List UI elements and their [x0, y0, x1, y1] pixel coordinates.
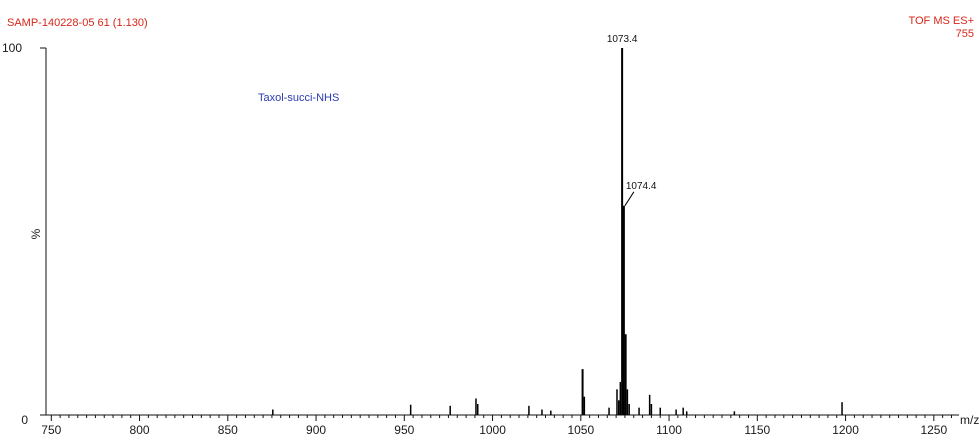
x-tick-label: 1050: [567, 423, 594, 437]
peak-labels: 1073.4 1074.4: [607, 34, 657, 207]
x-tick-label: 850: [218, 423, 238, 437]
axes: [40, 47, 959, 416]
x-tick-label: 1250: [920, 423, 947, 437]
y-tick-label-100: 100: [2, 41, 22, 55]
y-axis-label: %: [29, 228, 43, 239]
ms-mode-label: TOF MS ES+: [908, 15, 974, 27]
x-tick-label: 950: [394, 423, 414, 437]
x-tick-label: 750: [41, 423, 61, 437]
x-axis-ticks: 750 800 850 900 950 1000 1050 1100 1150 1200 1250: [41, 415, 952, 437]
compound-annotation: Taxol-succi-NHS: [258, 92, 339, 104]
x-tick-label: 800: [130, 423, 150, 437]
peak-label-main: 1073.4: [607, 34, 638, 45]
x-tick-label: 1100: [656, 423, 682, 437]
peak-label-secondary: 1074.4: [626, 181, 657, 192]
y-tick-label-0: 0: [21, 413, 28, 427]
sample-id-label: SAMP-140228-05 61 (1.130): [7, 17, 148, 29]
x-tick-label: 1200: [832, 423, 859, 437]
peak-label-leader: [624, 191, 635, 207]
x-tick-label: 1150: [744, 423, 770, 437]
x-axis-label: m/z: [960, 413, 979, 427]
peak-bars: [272, 48, 843, 415]
x-tick-label: 1000: [479, 423, 506, 437]
intensity-label: 755: [956, 28, 974, 40]
x-tick-label: 900: [306, 423, 326, 437]
